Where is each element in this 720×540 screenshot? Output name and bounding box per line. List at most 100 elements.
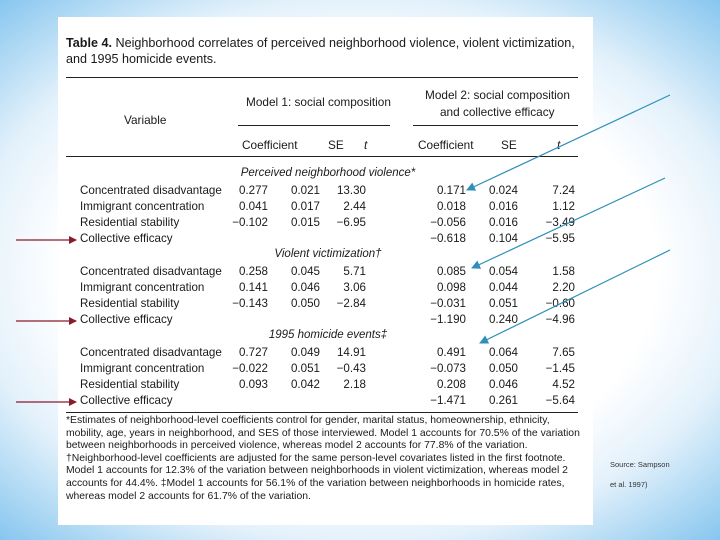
cell-m2-se: 0.240: [488, 313, 518, 326]
cell-variable: Collective efficacy: [80, 313, 173, 326]
cell-m2-se: 0.261: [488, 394, 518, 407]
cell-m1-t: 2.18: [343, 378, 366, 391]
cell-m1-t: −2.84: [336, 297, 366, 310]
table-footnote: *Estimates of neighborhood-level coeffic…: [66, 415, 580, 502]
cell-m2-se: 0.044: [488, 281, 518, 294]
cell-m2-t: −4.96: [545, 313, 575, 326]
model2-rule: [413, 125, 578, 126]
cell-m2-coef: 0.098: [436, 281, 466, 294]
cell-m2-t: 1.58: [552, 265, 575, 278]
cell-m1-se: 0.021: [290, 184, 320, 197]
table-row: Immigrant concentration 0.141 0.046 3.06…: [58, 281, 593, 297]
table-title: Table 4. Neighborhood correlates of perc…: [66, 35, 581, 67]
cell-m1-se: 0.017: [290, 200, 320, 213]
table-row: Collective efficacy −1.190 0.240 −4.96: [58, 313, 593, 329]
header-t-m1: t: [364, 138, 368, 152]
cell-variable: Immigrant concentration: [80, 200, 205, 213]
cell-m1-t: −0.43: [336, 362, 366, 375]
cell-m2-t: 7.24: [552, 184, 575, 197]
cell-variable: Residential stability: [80, 378, 180, 391]
cell-m1-t: 2.44: [343, 200, 366, 213]
cell-m2-coef: −0.031: [430, 297, 466, 310]
cell-m2-t: −5.64: [545, 394, 575, 407]
header-t-m2: t: [557, 138, 561, 152]
header-se-m1: SE: [328, 138, 344, 152]
cell-m1-t: 3.06: [343, 281, 366, 294]
cell-m2-se: 0.054: [488, 265, 518, 278]
cell-m1-se: 0.042: [290, 378, 320, 391]
cell-variable: Immigrant concentration: [80, 362, 205, 375]
cell-m1-coef: 0.258: [238, 265, 268, 278]
cell-m1-se: 0.015: [290, 216, 320, 229]
cell-variable: Concentrated disadvantage: [80, 265, 222, 278]
cell-m1-t: 14.91: [336, 346, 366, 359]
header-coef-m2: Coefficient: [418, 138, 474, 152]
cell-m2-se: 0.024: [488, 184, 518, 197]
cell-m2-coef: 0.171: [436, 184, 466, 197]
header-bottom-rule: [66, 156, 578, 157]
header-variable: Variable: [124, 113, 167, 127]
cell-variable: Collective efficacy: [80, 394, 173, 407]
section-title: Perceived neighborhood violence*: [240, 167, 416, 179]
section-title: 1995 homicide events‡: [268, 329, 388, 341]
cell-m2-coef: −0.073: [430, 362, 466, 375]
cell-m2-se: 0.016: [488, 200, 518, 213]
cell-m2-t: 4.52: [552, 378, 575, 391]
table-row: Residential stability −0.143 0.050 −2.84…: [58, 297, 593, 313]
cell-m2-coef: −0.056: [430, 216, 466, 229]
table-row: Concentrated disadvantage 0.277 0.021 13…: [58, 184, 593, 200]
cell-m2-t: 1.12: [552, 200, 575, 213]
table-row: Collective efficacy −0.618 0.104 −5.95: [58, 232, 593, 248]
cell-m1-se: 0.050: [290, 297, 320, 310]
cell-variable: Residential stability: [80, 297, 180, 310]
cell-m2-coef: 0.208: [436, 378, 466, 391]
table-caption: Neighborhood correlates of perceived nei…: [66, 36, 575, 66]
cell-m1-coef: 0.041: [238, 200, 268, 213]
cell-m1-t: 13.30: [336, 184, 366, 197]
cell-m1-coef: 0.141: [238, 281, 268, 294]
cell-m1-coef: 0.277: [238, 184, 268, 197]
cell-m2-coef: −0.618: [430, 232, 466, 245]
cell-m1-se: 0.051: [290, 362, 320, 375]
cell-m2-t: −1.45: [545, 362, 575, 375]
table-number: Table 4.: [66, 36, 112, 50]
table-row: Concentrated disadvantage 0.258 0.045 5.…: [58, 265, 593, 281]
cell-m2-se: 0.050: [488, 362, 518, 375]
cell-m2-se: 0.016: [488, 216, 518, 229]
cell-m1-coef: −0.102: [232, 216, 268, 229]
cell-variable: Immigrant concentration: [80, 281, 205, 294]
table-page: Table 4. Neighborhood correlates of perc…: [58, 17, 593, 525]
cell-m1-coef: 0.093: [238, 378, 268, 391]
header-model2-line2: and collective efficacy: [440, 105, 555, 119]
cell-m1-t: 5.71: [343, 265, 366, 278]
cell-m2-t: 2.20: [552, 281, 575, 294]
cell-m2-coef: 0.085: [436, 265, 466, 278]
source-line-1: Source: Sampson: [610, 460, 670, 469]
header-model2-line1: Model 2: social composition: [425, 88, 570, 102]
model1-rule: [238, 125, 390, 126]
table-row: Immigrant concentration −0.022 0.051 −0.…: [58, 362, 593, 378]
table-row: Residential stability −0.102 0.015 −6.95…: [58, 216, 593, 232]
cell-m2-se: 0.046: [488, 378, 518, 391]
table-row: Concentrated disadvantage 0.727 0.049 14…: [58, 346, 593, 362]
cell-m2-t: −3.49: [545, 216, 575, 229]
cell-m1-coef: −0.022: [232, 362, 268, 375]
table-row: Residential stability 0.093 0.042 2.18 0…: [58, 378, 593, 394]
bottom-rule: [66, 412, 578, 413]
cell-m2-t: −0.60: [545, 297, 575, 310]
cell-m2-coef: 0.491: [436, 346, 466, 359]
section-title: Violent victimization†: [274, 248, 382, 260]
source-line-2: et al. 1997): [610, 480, 648, 489]
cell-variable: Residential stability: [80, 216, 180, 229]
cell-m2-se: 0.104: [488, 232, 518, 245]
table-row: Collective efficacy −1.471 0.261 −5.64: [58, 394, 593, 410]
cell-m1-t: −6.95: [336, 216, 366, 229]
cell-m2-coef: −1.190: [430, 313, 466, 326]
cell-variable: Concentrated disadvantage: [80, 346, 222, 359]
cell-m2-coef: 0.018: [436, 200, 466, 213]
header-coef-m1: Coefficient: [242, 138, 298, 152]
cell-m2-se: 0.051: [488, 297, 518, 310]
cell-m2-coef: −1.471: [430, 394, 466, 407]
cell-m1-se: 0.046: [290, 281, 320, 294]
cell-m2-se: 0.064: [488, 346, 518, 359]
